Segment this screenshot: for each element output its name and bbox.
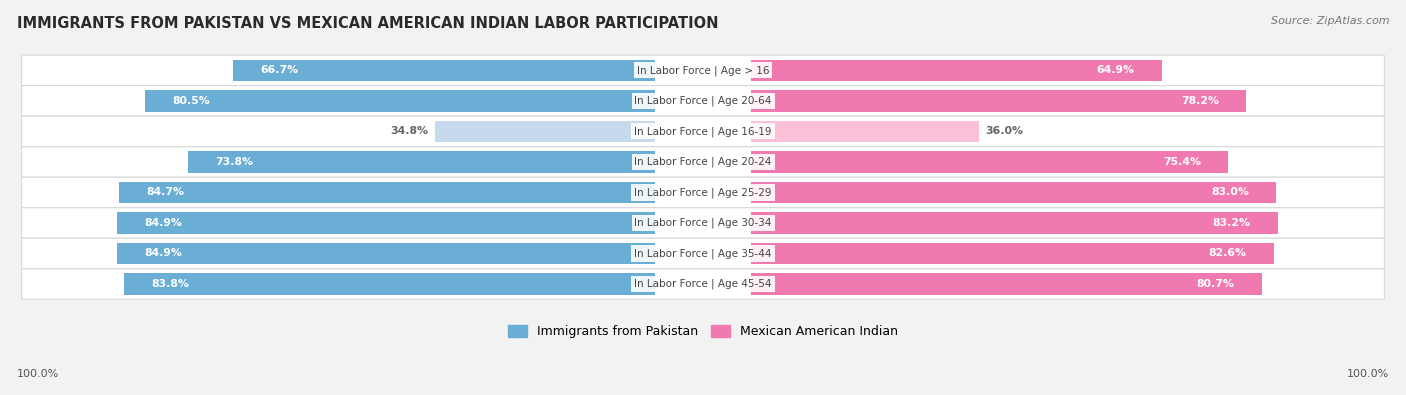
Text: 64.9%: 64.9%: [1097, 66, 1135, 75]
Text: In Labor Force | Age > 16: In Labor Force | Age > 16: [637, 65, 769, 75]
Text: In Labor Force | Age 45-54: In Labor Force | Age 45-54: [634, 279, 772, 289]
FancyBboxPatch shape: [21, 269, 1385, 299]
Bar: [233, 60, 655, 81]
Text: In Labor Force | Age 16-19: In Labor Force | Age 16-19: [634, 126, 772, 137]
Bar: [751, 243, 1274, 264]
Text: 82.6%: 82.6%: [1209, 248, 1247, 258]
Text: 80.5%: 80.5%: [173, 96, 211, 106]
Text: 100.0%: 100.0%: [1347, 369, 1389, 379]
Text: In Labor Force | Age 20-64: In Labor Force | Age 20-64: [634, 96, 772, 106]
Text: 75.4%: 75.4%: [1163, 157, 1201, 167]
Bar: [118, 182, 655, 203]
Legend: Immigrants from Pakistan, Mexican American Indian: Immigrants from Pakistan, Mexican Americ…: [503, 320, 903, 343]
FancyBboxPatch shape: [21, 86, 1385, 116]
Text: 80.7%: 80.7%: [1197, 279, 1234, 289]
Text: In Labor Force | Age 30-34: In Labor Force | Age 30-34: [634, 218, 772, 228]
FancyBboxPatch shape: [21, 238, 1385, 269]
Text: 34.8%: 34.8%: [389, 126, 427, 136]
Bar: [125, 273, 655, 295]
Bar: [751, 121, 979, 142]
Bar: [751, 182, 1277, 203]
Bar: [751, 151, 1229, 173]
Text: In Labor Force | Age 35-44: In Labor Force | Age 35-44: [634, 248, 772, 259]
Text: 78.2%: 78.2%: [1181, 96, 1219, 106]
Text: 83.8%: 83.8%: [152, 279, 190, 289]
Text: In Labor Force | Age 20-24: In Labor Force | Age 20-24: [634, 157, 772, 167]
Bar: [118, 243, 655, 264]
FancyBboxPatch shape: [21, 208, 1385, 238]
FancyBboxPatch shape: [21, 55, 1385, 86]
Text: 83.2%: 83.2%: [1212, 218, 1250, 228]
Text: 84.9%: 84.9%: [145, 218, 183, 228]
Bar: [188, 151, 655, 173]
Bar: [434, 121, 655, 142]
FancyBboxPatch shape: [21, 116, 1385, 147]
Bar: [751, 60, 1161, 81]
Text: 73.8%: 73.8%: [215, 157, 253, 167]
Bar: [145, 90, 655, 111]
Text: In Labor Force | Age 25-29: In Labor Force | Age 25-29: [634, 187, 772, 198]
Text: 100.0%: 100.0%: [17, 369, 59, 379]
Text: IMMIGRANTS FROM PAKISTAN VS MEXICAN AMERICAN INDIAN LABOR PARTICIPATION: IMMIGRANTS FROM PAKISTAN VS MEXICAN AMER…: [17, 16, 718, 31]
Bar: [118, 212, 655, 234]
FancyBboxPatch shape: [21, 147, 1385, 177]
Text: 66.7%: 66.7%: [260, 66, 298, 75]
Bar: [751, 90, 1246, 111]
Text: 84.7%: 84.7%: [146, 188, 184, 198]
Bar: [751, 212, 1278, 234]
FancyBboxPatch shape: [21, 177, 1385, 208]
Text: Source: ZipAtlas.com: Source: ZipAtlas.com: [1271, 16, 1389, 26]
Bar: [751, 273, 1263, 295]
Text: 36.0%: 36.0%: [986, 126, 1024, 136]
Text: 83.0%: 83.0%: [1212, 188, 1250, 198]
Text: 84.9%: 84.9%: [145, 248, 183, 258]
